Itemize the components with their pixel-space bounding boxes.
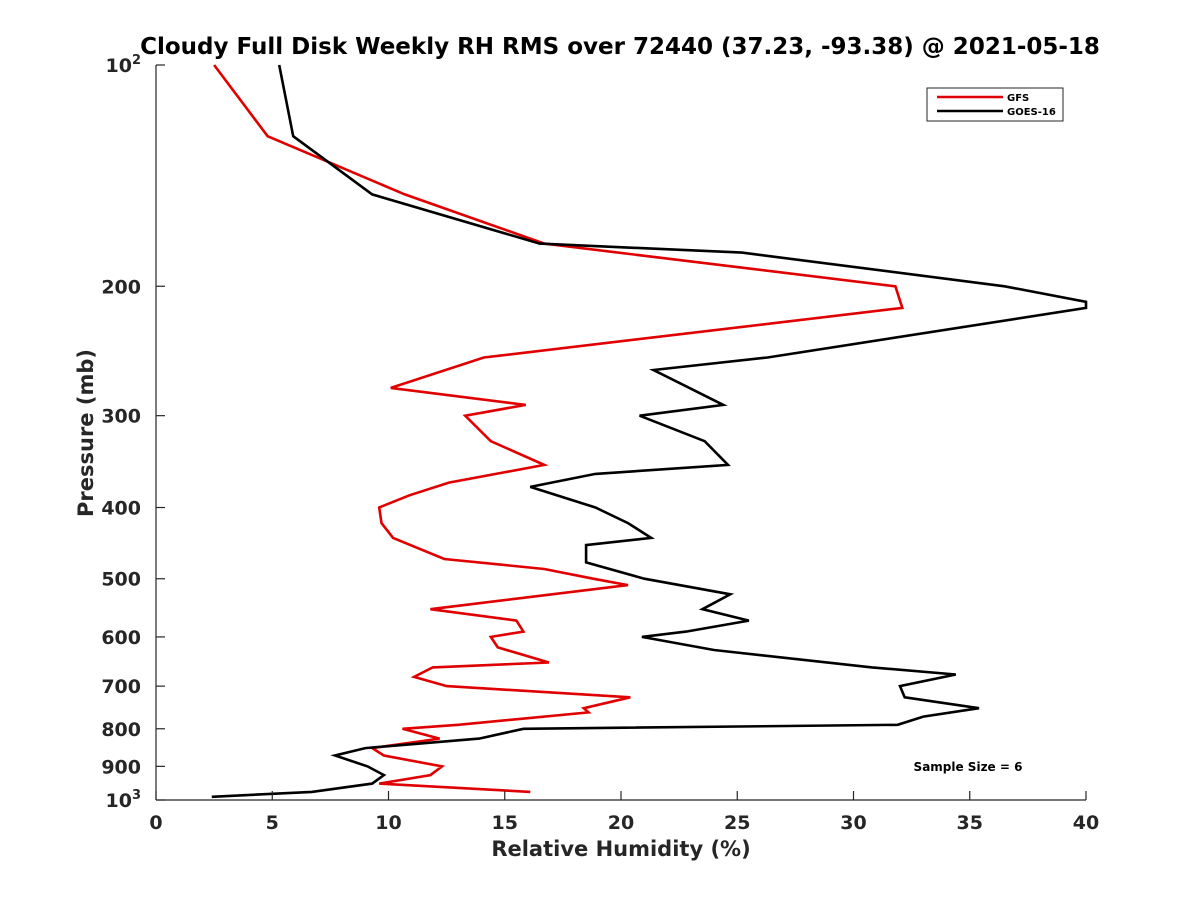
y-tick-label: 103: [106, 788, 142, 812]
x-tick-label: 30: [840, 812, 866, 834]
series-line-gfs: [213, 64, 905, 794]
y-axis-ticks: 102 200 300 400 500 600 700 800 900 103: [101, 53, 165, 812]
x-axis-label: Relative Humidity (%): [491, 837, 750, 861]
x-tick-label: 35: [957, 812, 983, 834]
y-tick-label: 700: [101, 676, 141, 698]
x-tick-label: 20: [608, 812, 634, 834]
y-tick-label: 102: [106, 53, 142, 77]
chart-title: Cloudy Full Disk Weekly RH RMS over 7244…: [140, 34, 1100, 60]
legend-label-gfs: GFS: [1007, 93, 1029, 104]
x-tick-label: 10: [375, 812, 401, 834]
series-line-goes-16: [211, 64, 1088, 799]
legend-box: [926, 87, 1064, 122]
x-tick-label: 25: [724, 812, 750, 834]
legend-label-goes-16: GOES-16: [1007, 107, 1056, 118]
y-tick-label: 600: [101, 627, 141, 649]
x-axis-ticks: 0 5 10 15 20 25 30 35 40: [149, 791, 1099, 834]
y-axis-label: Pressure (mb): [74, 349, 98, 517]
x-tick-label: 40: [1073, 812, 1099, 834]
y-tick-label: 900: [101, 756, 141, 778]
y-tick-label: 800: [101, 719, 141, 741]
legend: GFS GOES-16: [926, 87, 1064, 122]
sample-size-annotation: Sample Size = 6: [914, 760, 1023, 774]
y-tick-label: 400: [101, 498, 141, 520]
x-tick-label: 0: [149, 812, 162, 834]
series-lines: [211, 64, 1088, 799]
y-tick-label: 500: [101, 569, 141, 591]
y-tick-label: 200: [101, 276, 141, 298]
x-tick-label: 5: [266, 812, 279, 834]
x-tick-label: 15: [492, 812, 518, 834]
y-tick-label: 300: [101, 406, 141, 428]
